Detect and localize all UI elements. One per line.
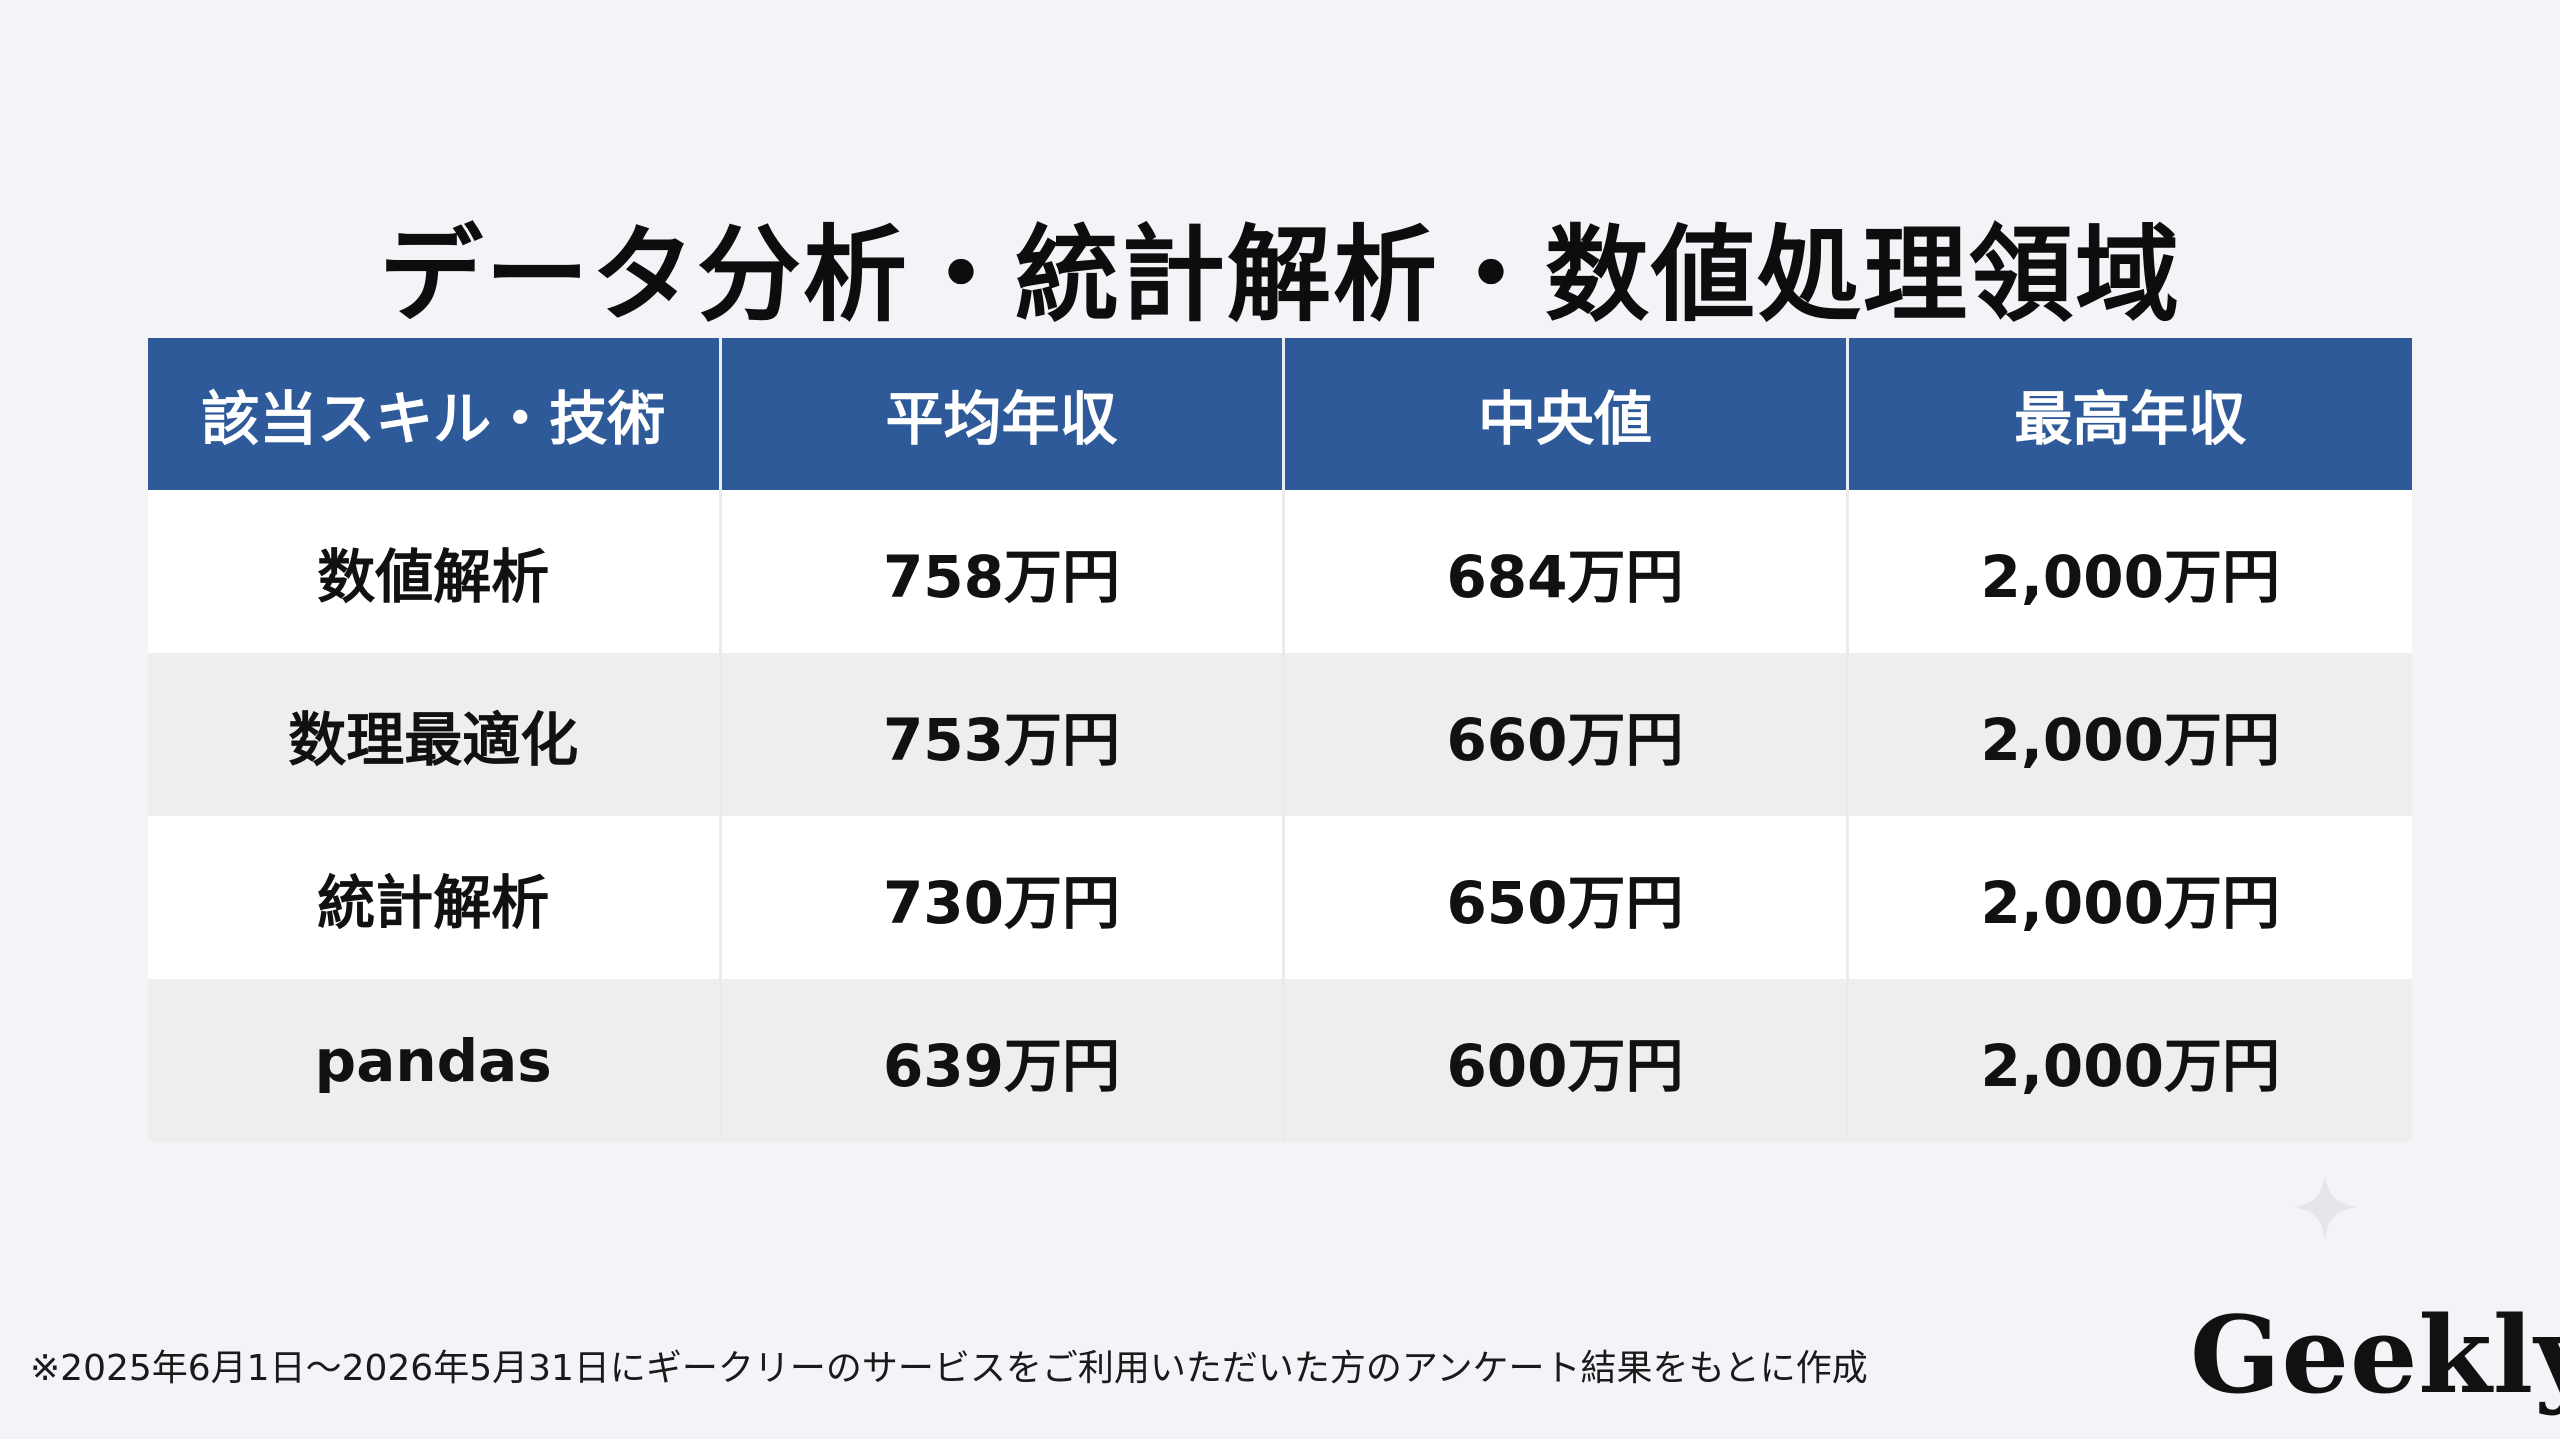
table-row: 統計解析 730万円 650万円 2,000万円 — [148, 816, 2412, 979]
column-header-max-salary: 最高年収 — [1847, 338, 2412, 490]
cell-median: 684万円 — [1283, 490, 1849, 653]
brand-logo: Geekly — [2190, 1292, 2560, 1417]
salary-table: 該当スキル・技術 平均年収 中央値 最高年収 数値解析 758万円 684万円 … — [148, 338, 2412, 1142]
column-header-skill: 該当スキル・技術 — [148, 338, 722, 490]
cell-average-salary: 753万円 — [720, 653, 1285, 816]
cell-average-salary: 730万円 — [720, 816, 1285, 979]
cell-average-salary: 758万円 — [720, 490, 1285, 653]
cell-max-salary: 2,000万円 — [1847, 816, 2412, 979]
cell-max-salary: 2,000万円 — [1847, 653, 2412, 816]
cell-skill: 統計解析 — [148, 816, 722, 979]
page-title: データ分析・統計解析・数値処理領域 — [378, 213, 2181, 336]
cell-max-salary: 2,000万円 — [1847, 490, 2412, 653]
table-row: 数理最適化 753万円 660万円 2,000万円 — [148, 653, 2412, 816]
table-row: 数値解析 758万円 684万円 2,000万円 — [148, 490, 2412, 653]
column-header-median: 中央値 — [1283, 338, 1849, 490]
cell-max-salary: 2,000万円 — [1847, 979, 2412, 1142]
cell-median: 600万円 — [1283, 979, 1849, 1142]
footnote: ※2025年6月1日〜2026年5月31日にギークリーのサービスをご利用いただい… — [30, 1348, 1868, 1389]
cell-skill: pandas — [148, 979, 722, 1142]
sparkle-icon — [2292, 1174, 2358, 1240]
cell-skill: 数理最適化 — [148, 653, 722, 816]
cell-median: 650万円 — [1283, 816, 1849, 979]
cell-median: 660万円 — [1283, 653, 1849, 816]
column-header-average-salary: 平均年収 — [720, 338, 1285, 490]
table-header-row: 該当スキル・技術 平均年収 中央値 最高年収 — [148, 338, 2412, 490]
table-row: pandas 639万円 600万円 2,000万円 — [148, 979, 2412, 1142]
cell-skill: 数値解析 — [148, 490, 722, 653]
cell-average-salary: 639万円 — [720, 979, 1285, 1142]
